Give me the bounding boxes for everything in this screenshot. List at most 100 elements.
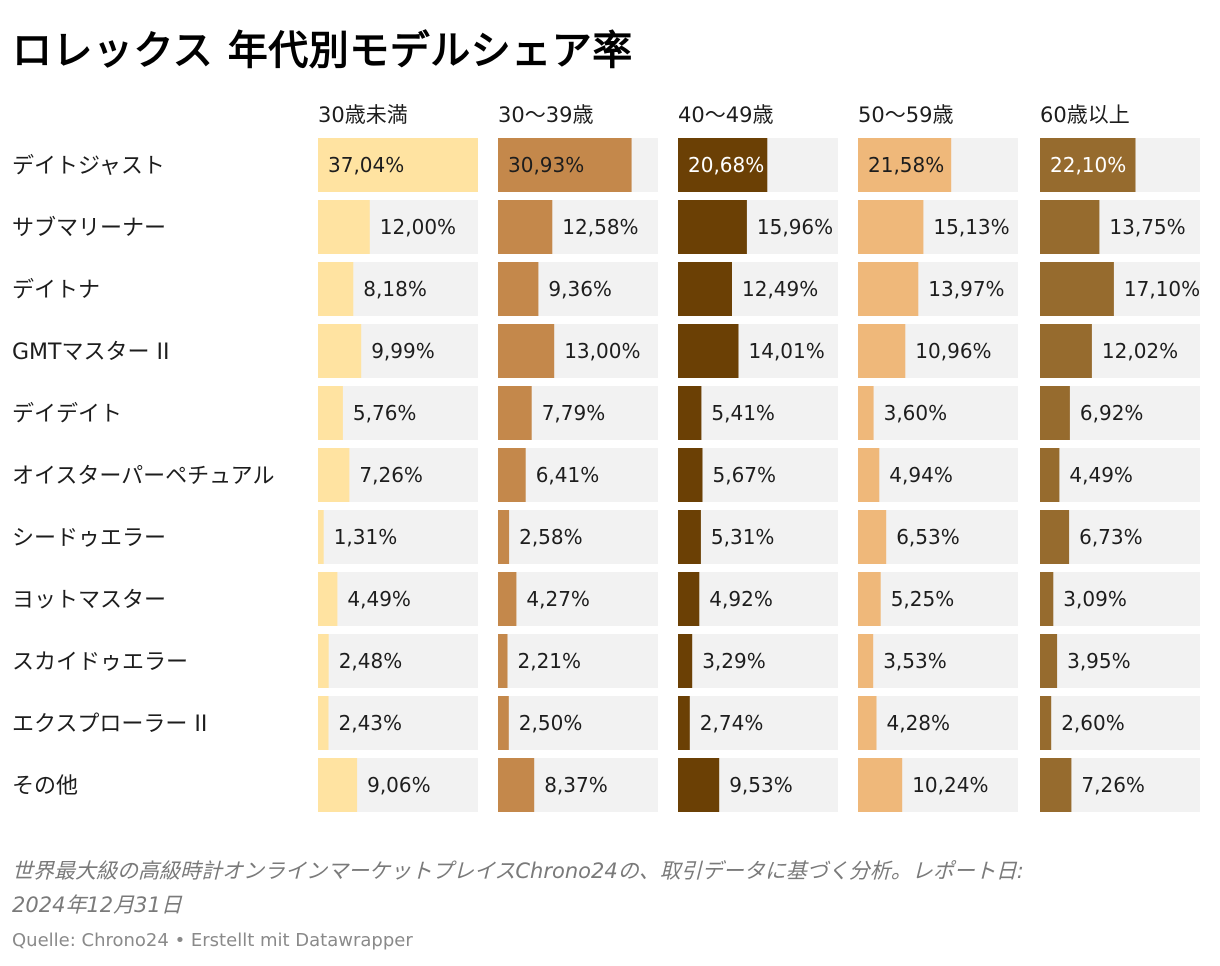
bar: [498, 448, 526, 502]
row-label: シードゥエラー: [12, 526, 166, 551]
bar: [678, 696, 690, 750]
chart-source: Quelle: Chrono24 • Erstellt mit Datawrap…: [12, 930, 413, 951]
data-label: 2,58%: [519, 525, 583, 549]
data-label: 7,26%: [1081, 773, 1145, 797]
bar: [1040, 696, 1052, 750]
bar-track: [678, 448, 838, 502]
data-label: 12,02%: [1102, 339, 1178, 363]
bar: [1040, 448, 1060, 502]
bar: [318, 386, 343, 440]
data-label: 5,67%: [713, 463, 777, 487]
column-header: 60歳以上: [1040, 103, 1130, 127]
bar-track: [858, 572, 1018, 626]
bar: [858, 510, 887, 564]
bar-track: [1040, 634, 1200, 688]
bar: [318, 572, 338, 626]
bar: [678, 572, 700, 626]
row-label: ヨットマスター: [12, 588, 166, 613]
bar: [858, 386, 874, 440]
data-label: 5,41%: [711, 401, 775, 425]
column-header: 50～59歳: [858, 103, 953, 127]
data-label: 12,58%: [562, 215, 638, 239]
bar-track: [498, 696, 658, 750]
bar: [1040, 200, 1100, 254]
data-label: 4,49%: [1069, 463, 1133, 487]
data-label: 1,31%: [334, 525, 398, 549]
bar: [858, 448, 880, 502]
bar: [858, 634, 874, 688]
bar: [498, 572, 517, 626]
bar: [318, 634, 329, 688]
column-header: 30歳未満: [318, 103, 408, 127]
data-label: 30,93%: [508, 153, 584, 177]
bar: [318, 324, 362, 378]
bar: [678, 386, 702, 440]
datawrapper-credit-link[interactable]: Erstellt mit Datawrapper: [190, 930, 413, 951]
bar-track: [498, 572, 658, 626]
bar-track: [318, 510, 478, 564]
bar: [858, 758, 903, 812]
row-label: デイトナ: [12, 278, 100, 303]
bar: [318, 200, 370, 254]
bar: [1040, 758, 1072, 812]
bar-track: [498, 510, 658, 564]
data-label: 7,26%: [359, 463, 423, 487]
bar-track: [318, 696, 478, 750]
bar: [318, 510, 324, 564]
bar-track: [1040, 696, 1200, 750]
data-label: 2,74%: [700, 711, 764, 735]
bar-track: [858, 696, 1018, 750]
chart-note-line-1: 世界最大級の高級時計オンラインマーケットプレイスChrono24の、取引データに…: [12, 859, 1024, 883]
chart-note: 世界最大級の高級時計オンラインマーケットプレイスChrono24の、取引データに…: [12, 854, 1202, 922]
column-header: 40～49歳: [678, 103, 773, 127]
column-header: 30～39歳: [498, 103, 593, 127]
bar: [858, 138, 952, 192]
bar-track: [498, 634, 658, 688]
source-separator: •: [168, 930, 191, 951]
data-label: 15,96%: [757, 215, 833, 239]
data-label: 3,60%: [884, 401, 948, 425]
bar: [858, 324, 906, 378]
data-label: 21,58%: [868, 153, 944, 177]
bar: [498, 262, 539, 316]
data-label: 2,21%: [518, 649, 582, 673]
data-label: 2,50%: [519, 711, 583, 735]
data-label: 4,92%: [709, 587, 773, 611]
data-label: 3,53%: [883, 649, 947, 673]
bar-track: [318, 634, 478, 688]
row-label: デイトジャスト: [12, 154, 165, 179]
data-label: 6,53%: [896, 525, 960, 549]
bar: [498, 138, 632, 192]
data-label: 7,79%: [542, 401, 606, 425]
bar: [858, 262, 919, 316]
bar: [1040, 572, 1054, 626]
data-label: 9,99%: [371, 339, 435, 363]
data-label: 9,36%: [548, 277, 612, 301]
data-label: 12,00%: [380, 215, 456, 239]
bar: [498, 758, 535, 812]
data-label: 6,92%: [1080, 401, 1144, 425]
bar: [678, 324, 739, 378]
bar: [1040, 386, 1070, 440]
bar: [678, 758, 720, 812]
chart-svg: 30歳未満 30～39歳 40～49歳 50～59歳 60歳以上デイトジャストサブマリー…: [12, 103, 1200, 812]
data-label: 17,10%: [1124, 277, 1200, 301]
data-label: 5,25%: [891, 587, 955, 611]
bar: [1040, 634, 1058, 688]
bar: [498, 634, 508, 688]
bar-track: [678, 634, 838, 688]
data-label: 8,18%: [363, 277, 427, 301]
bar-track: [1040, 572, 1200, 626]
bar: [318, 138, 478, 192]
data-label: 10,24%: [912, 773, 988, 797]
data-label: 8,37%: [544, 773, 608, 797]
bar-track: [678, 510, 838, 564]
bar-track: [858, 448, 1018, 502]
row-label: オイスターパーペチュアル: [12, 464, 274, 489]
bar: [318, 262, 354, 316]
bar: [1040, 262, 1114, 316]
data-label: 4,49%: [347, 587, 411, 611]
bar-track: [678, 572, 838, 626]
bar-track: [678, 696, 838, 750]
bar: [1040, 138, 1136, 192]
